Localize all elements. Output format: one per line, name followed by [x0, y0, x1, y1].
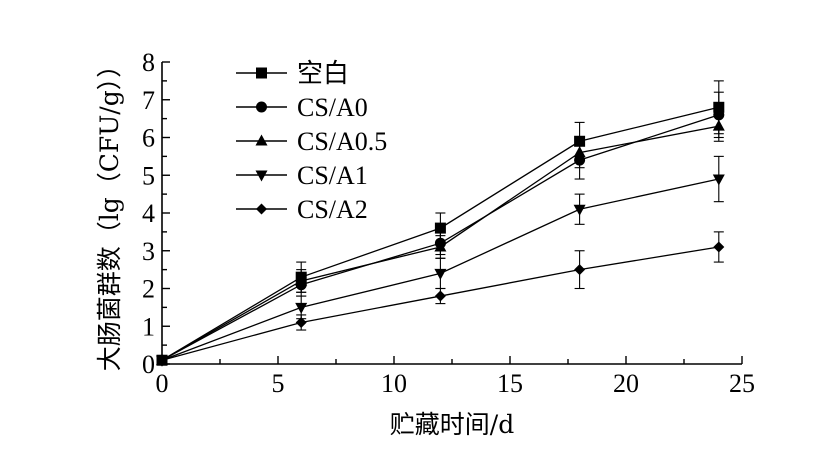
- y-tick-label: 5: [142, 161, 155, 190]
- x-axis-title: 贮藏时间/d: [390, 410, 514, 439]
- data-point: [156, 354, 168, 366]
- data-point: [712, 119, 725, 131]
- y-tick-label: 4: [142, 199, 155, 228]
- series-layer: [156, 80, 725, 367]
- x-tick-label: 5: [272, 369, 285, 398]
- data-point: [295, 274, 308, 286]
- data-point: [573, 146, 586, 158]
- data-point: [434, 240, 447, 252]
- data-point: [713, 241, 725, 253]
- y-tick-label: 6: [142, 124, 155, 153]
- data-point: [574, 264, 586, 276]
- series-3: [156, 155, 725, 367]
- y-tick-label: 8: [142, 48, 155, 77]
- y-tick-label: 1: [142, 312, 155, 341]
- legend-label: CS/A2: [297, 195, 368, 224]
- x-tick-label: 15: [497, 369, 523, 398]
- x-tick-label: 20: [613, 369, 639, 398]
- legend-marker: [256, 101, 267, 113]
- series-2: [156, 110, 725, 365]
- series-4: [156, 231, 725, 366]
- data-point: [573, 204, 586, 216]
- series-0: [156, 80, 725, 366]
- legend-label: CS/A0: [297, 93, 368, 122]
- data-point: [712, 174, 725, 186]
- legend-label: 空白: [297, 59, 349, 88]
- y-tick-label: 7: [142, 86, 155, 115]
- legend-label: CS/A1: [297, 161, 368, 190]
- legend-marker: [256, 67, 267, 79]
- x-tick-label: 0: [156, 369, 169, 398]
- y-tick-label: 0: [142, 350, 155, 379]
- y-axis-title: 大肠菌群数（lg（CFU/g））: [95, 53, 124, 371]
- legend: 空白 CS/A0 CS/A0.5 CS/A1 CS/A2: [236, 59, 387, 224]
- x-tick-label: 25: [729, 369, 755, 398]
- legend-label: CS/A0.5: [297, 127, 387, 156]
- data-point: [434, 290, 446, 302]
- y-tick-label: 2: [142, 275, 155, 304]
- data-point: [434, 268, 447, 280]
- legend-item-3: CS/A1: [236, 161, 368, 190]
- legend-item-1: CS/A0: [236, 93, 368, 122]
- legend-item-0: 空白: [236, 59, 349, 88]
- y-tick-label: 3: [142, 237, 155, 266]
- legend-marker: [256, 203, 267, 215]
- legend-item-2: CS/A0.5: [236, 127, 387, 156]
- legend-marker: [255, 134, 268, 146]
- legend-marker: [255, 170, 268, 182]
- x-tick-label: 10: [381, 369, 407, 398]
- data-point: [295, 316, 307, 328]
- legend-item-4: CS/A2: [236, 195, 368, 224]
- data-point: [295, 302, 308, 314]
- data-point: [434, 222, 446, 234]
